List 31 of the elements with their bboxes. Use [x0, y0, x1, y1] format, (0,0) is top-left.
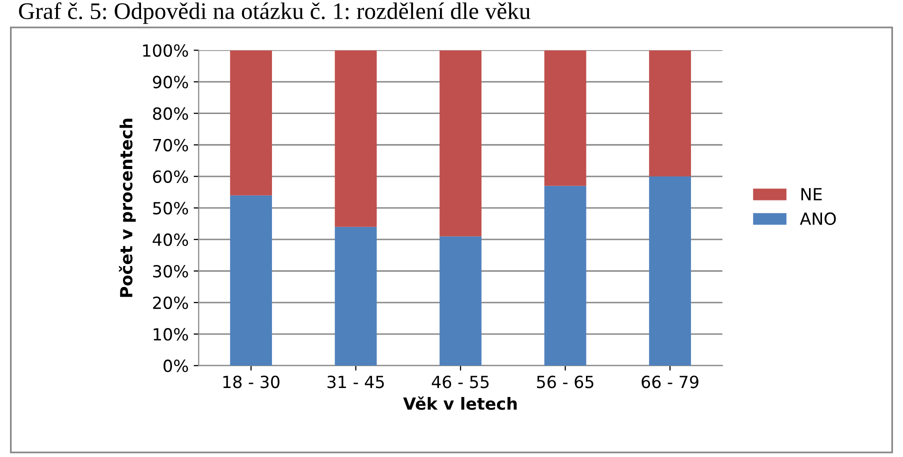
bar [230, 195, 272, 366]
legend-label: ANO [800, 212, 836, 226]
x-tick-label: 31 - 45 [328, 376, 384, 388]
bar [334, 50, 377, 227]
y-tick-label: 60% [153, 170, 188, 183]
x-tick-label: 66 - 79 [642, 376, 698, 388]
bar [334, 226, 377, 366]
y-tick-label: 70% [153, 138, 188, 152]
bar [440, 50, 482, 236]
bar [649, 50, 691, 176]
y-tick-label: 50% [153, 202, 188, 215]
bar [544, 50, 586, 186]
y-axis-title: Počet v procentech [118, 118, 136, 297]
y-tick-label: 100% [143, 44, 188, 57]
y-tick-label: 40% [152, 233, 188, 246]
legend-label: NE [801, 188, 822, 200]
y-tick-label: 30% [153, 264, 188, 278]
bar [649, 176, 691, 366]
bar [440, 236, 482, 366]
y-tick-label: 90% [152, 76, 188, 88]
y-tick-label: 20% [153, 296, 188, 310]
bar [544, 186, 586, 366]
y-tick-label: 0% [164, 360, 188, 372]
bar [230, 50, 272, 196]
y-tick-label: 10% [154, 328, 188, 341]
x-tick-label: 18 - 30 [223, 376, 280, 388]
x-axis-title: Věk v letech [403, 396, 517, 410]
y-tick-label: 80% [153, 107, 188, 120]
x-tick-label: 46 - 55 [432, 376, 489, 388]
x-tick-label: 56 - 65 [537, 376, 594, 388]
chart-title: Graf č. 5: Odpovědi na otázku č. 1: rozdělení dle věku [19, 2, 530, 24]
